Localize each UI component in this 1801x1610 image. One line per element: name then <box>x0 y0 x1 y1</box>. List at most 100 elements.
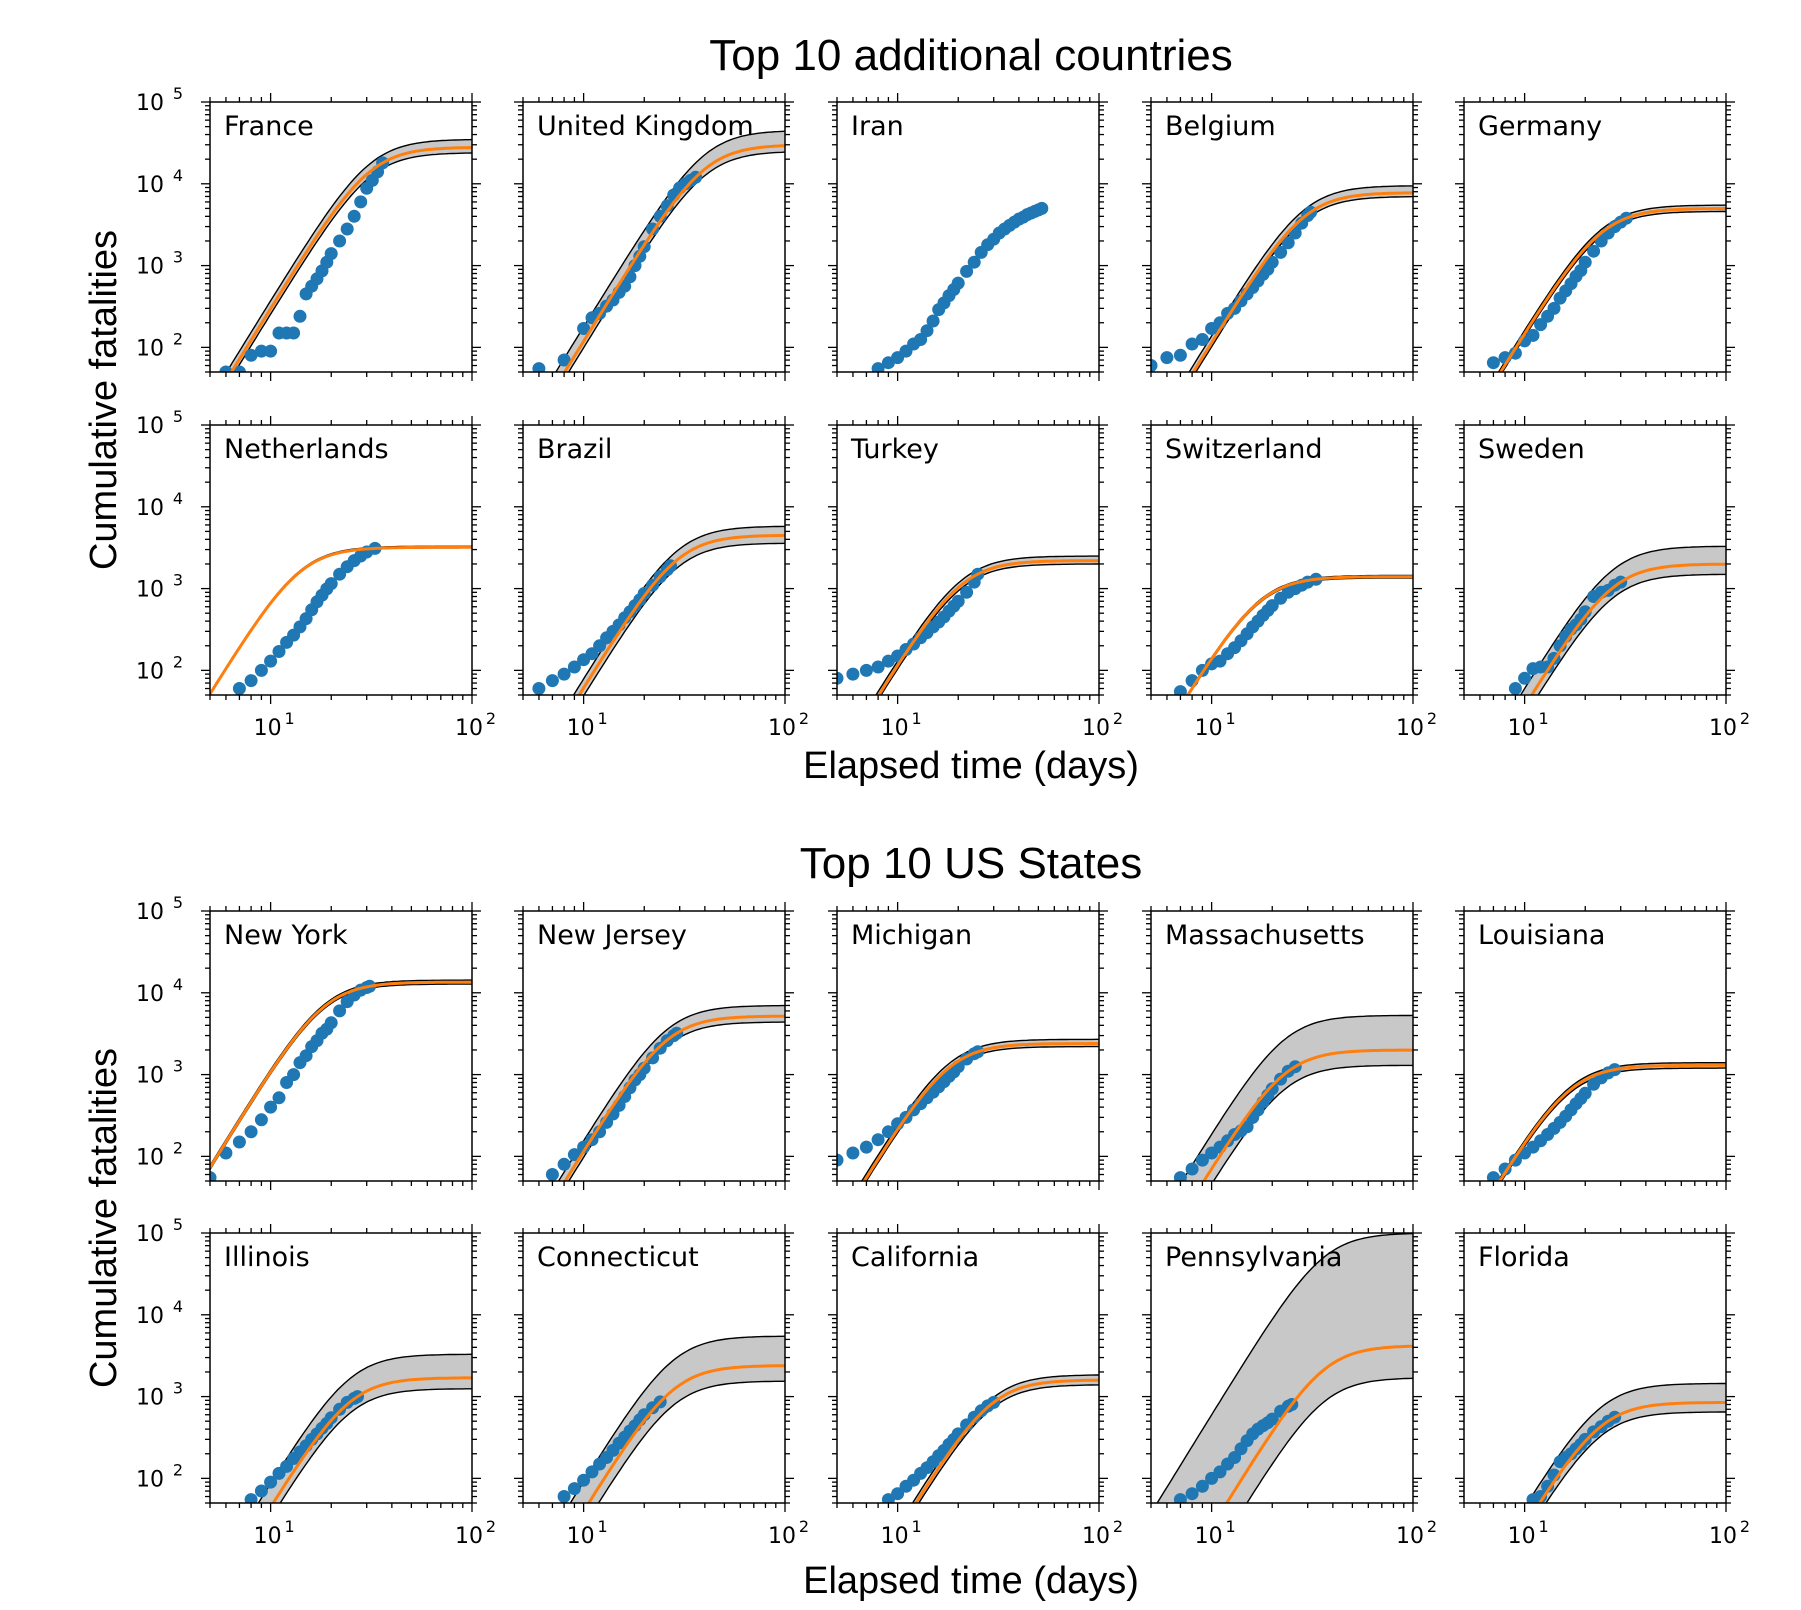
data-point <box>1173 348 1187 362</box>
plot-area <box>881 1374 1099 1503</box>
panel-title: Iran <box>851 111 904 142</box>
x-tick-label: 10 <box>254 1524 282 1549</box>
plot-area <box>1508 545 1726 695</box>
x-tick-exponent: 1 <box>912 709 922 728</box>
panel-title: Connecticut <box>537 1242 699 1273</box>
panel-title: Turkey <box>850 434 939 465</box>
plot-area <box>1486 1062 1726 1181</box>
data-point <box>333 1004 347 1018</box>
panel-france: France 10 2 10 3 10 4 10 5 <box>136 84 481 381</box>
uncertainty-band <box>1527 1383 1726 1503</box>
axes-frame <box>522 424 786 696</box>
axes-frame <box>1463 910 1727 1182</box>
data-point <box>1195 1153 1209 1167</box>
plot-area <box>219 138 472 372</box>
band-upper-line <box>1188 185 1413 372</box>
data-point <box>254 344 268 358</box>
fit-line <box>563 1014 785 1181</box>
panel-title: Illinois <box>224 1242 310 1273</box>
uncertainty-band <box>558 1005 785 1181</box>
data-point <box>1240 1120 1254 1134</box>
data-point <box>244 1125 258 1139</box>
data-point <box>324 1016 338 1030</box>
panel-title: Sweden <box>1478 434 1585 465</box>
plot-area <box>1151 185 1413 372</box>
data-point <box>1578 605 1592 619</box>
y-tick-label: 10 <box>136 1304 164 1329</box>
data-point <box>881 1125 895 1139</box>
x-tick-label: 10 <box>768 716 796 741</box>
data-point <box>545 674 559 688</box>
band-lower-line <box>918 1384 1099 1503</box>
y-tick-exponent: 2 <box>173 1460 183 1479</box>
data-point <box>264 344 278 358</box>
data-point <box>232 682 246 695</box>
data-point <box>557 667 571 681</box>
x-tick-exponent: 1 <box>912 1517 922 1536</box>
y-tick-label: 10 <box>136 1064 164 1089</box>
data-point <box>1195 333 1209 346</box>
band-lower-line <box>567 151 785 372</box>
data-point <box>254 1484 268 1498</box>
data-point <box>293 309 307 323</box>
fit-line <box>914 1378 1099 1503</box>
x-tick-exponent: 2 <box>799 1517 809 1536</box>
y-tick-exponent: 2 <box>173 652 183 671</box>
axes-frame <box>1463 1232 1727 1504</box>
band-upper-line <box>860 1038 1099 1181</box>
fit-line <box>210 980 472 1169</box>
data-point <box>1486 1171 1500 1181</box>
panel-title: Brazil <box>537 434 612 465</box>
plot-area <box>532 130 785 372</box>
data-point <box>871 660 885 674</box>
data-point <box>324 247 338 261</box>
x-tick-exponent: 1 <box>598 1517 608 1536</box>
data-point <box>577 1473 591 1487</box>
x-tick-exponent: 2 <box>1113 1517 1123 1536</box>
y-axis-label-countries: Cumulative fatalities <box>83 230 125 570</box>
data-point <box>354 195 368 209</box>
uncertainty-band <box>573 526 785 695</box>
fit-line <box>1191 191 1413 372</box>
axes-frame <box>1150 910 1414 1182</box>
data-point <box>1508 682 1522 695</box>
axes-frame <box>836 910 1100 1182</box>
data-point <box>920 324 934 338</box>
y-tick-label: 10 <box>136 982 164 1007</box>
uncertainty-band <box>555 131 785 372</box>
fit-line <box>1186 575 1413 695</box>
x-tick-label: 10 <box>1709 1524 1737 1549</box>
fit-line <box>862 1042 1099 1181</box>
x-tick-label: 10 <box>455 716 483 741</box>
data-point <box>1035 201 1049 215</box>
y-tick-label: 10 <box>136 659 164 684</box>
data-point <box>545 1168 559 1181</box>
panel-title: New Jersey <box>537 920 687 951</box>
data-point <box>557 353 571 367</box>
data-point <box>1281 236 1295 250</box>
fit-line <box>1537 1401 1726 1503</box>
data-point <box>219 365 233 372</box>
fit-line <box>562 144 785 372</box>
x-tick-exponent: 2 <box>486 709 496 728</box>
data-point <box>244 1493 258 1503</box>
band-upper-line <box>1156 1233 1413 1503</box>
uncertainty-band <box>1182 1015 1413 1181</box>
data-point <box>254 663 268 677</box>
axes-frame <box>209 1232 473 1504</box>
panel-massachusetts: Massachusetts <box>1142 902 1422 1190</box>
data-point <box>567 660 581 674</box>
x-tick-label: 10 <box>1709 716 1737 741</box>
fit-line <box>271 1376 472 1503</box>
data-point <box>960 264 974 278</box>
x-tick-label: 10 <box>567 1524 595 1549</box>
data-point <box>1541 1479 1555 1493</box>
y-tick-exponent: 2 <box>173 329 183 348</box>
plot-area <box>1486 204 1726 372</box>
panel-title: France <box>224 111 314 142</box>
data-point <box>264 1475 278 1489</box>
data-point <box>951 276 965 290</box>
